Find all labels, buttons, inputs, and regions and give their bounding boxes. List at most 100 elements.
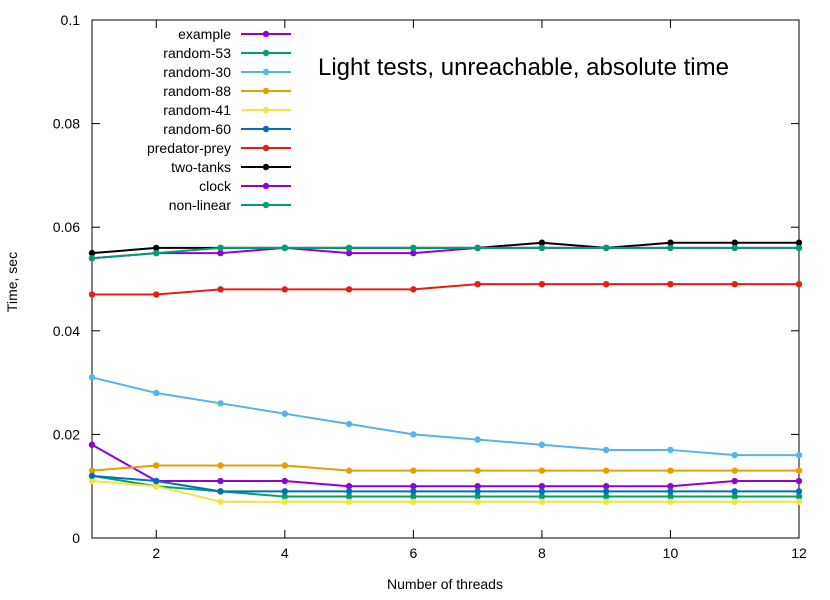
- data-point: [410, 431, 417, 438]
- y-tick-label: 0.06: [53, 219, 80, 235]
- data-point: [667, 244, 674, 252]
- legend-item: two-tanks: [171, 159, 291, 175]
- chart-title: Light tests, unreachable, absolute time: [318, 54, 729, 81]
- data-point: [153, 389, 160, 397]
- data-point: [345, 493, 353, 500]
- data-point: [345, 249, 353, 257]
- data-point: [410, 488, 417, 495]
- legend-label: random-41: [163, 102, 231, 118]
- data-point: [731, 488, 738, 495]
- data-point: [153, 462, 160, 469]
- data-point: [602, 488, 610, 495]
- legend-label: example: [178, 26, 231, 42]
- data-point: [410, 249, 417, 257]
- legend-marker: [262, 68, 270, 76]
- data-point: [345, 286, 353, 293]
- data-point: [410, 286, 417, 293]
- data-point: [795, 493, 803, 500]
- data-point: [281, 286, 289, 293]
- series-line: [91, 443, 799, 488]
- data-point: [795, 488, 803, 495]
- data-point: [410, 498, 417, 505]
- data-point: [281, 410, 289, 417]
- data-point: [795, 244, 803, 252]
- data-point: [667, 239, 674, 246]
- legend-item: clock: [199, 178, 291, 194]
- data-point: [602, 467, 610, 474]
- data-point: [345, 483, 353, 490]
- data-point: [538, 280, 546, 288]
- legend-label: non-linear: [169, 197, 232, 213]
- legend-marker: [262, 163, 270, 171]
- data-point: [731, 498, 738, 505]
- data-point: [731, 280, 738, 288]
- legend-item: random-30: [163, 64, 291, 80]
- x-axis-label: Number of threads: [387, 576, 503, 592]
- data-point: [217, 244, 224, 252]
- y-tick-label: 0.02: [53, 426, 80, 442]
- legend-label: clock: [199, 178, 232, 194]
- data-point: [88, 374, 96, 381]
- data-point: [281, 462, 289, 469]
- data-point: [281, 488, 289, 495]
- x-tick-label: 4: [281, 545, 289, 561]
- data-point: [217, 498, 224, 505]
- legend-label: random-30: [163, 64, 231, 80]
- y-tick-label: 0.1: [61, 12, 81, 28]
- data-point: [667, 493, 674, 500]
- data-point: [667, 446, 674, 454]
- y-axis-label: Time, sec: [4, 252, 20, 312]
- data-point: [217, 249, 224, 257]
- data-point: [474, 488, 481, 495]
- data-point: [474, 483, 481, 490]
- legend-item: random-53: [163, 45, 291, 61]
- series-random-41: [88, 477, 803, 505]
- data-point: [88, 467, 96, 474]
- y-tick-label: 0.08: [53, 116, 80, 132]
- data-point: [474, 436, 481, 443]
- legend-label: two-tanks: [171, 159, 231, 175]
- data-point: [474, 280, 481, 288]
- x-tick-label: 6: [409, 545, 417, 561]
- data-point: [538, 483, 546, 490]
- data-point: [217, 477, 224, 485]
- data-point: [731, 239, 738, 246]
- legend-item: non-linear: [169, 197, 291, 213]
- data-point: [602, 483, 610, 490]
- data-point: [795, 239, 803, 246]
- legend-label: predator-prey: [147, 140, 231, 156]
- data-point: [88, 291, 96, 298]
- legend-marker: [262, 125, 270, 133]
- data-point: [667, 467, 674, 474]
- x-tick-label: 8: [538, 545, 546, 561]
- data-point: [538, 239, 546, 246]
- data-point: [538, 467, 546, 474]
- data-point: [88, 255, 96, 262]
- legend-item: random-41: [163, 102, 291, 118]
- data-point: [88, 477, 96, 485]
- data-point: [602, 446, 610, 454]
- plot-frame: [91, 19, 800, 539]
- series-line: [91, 246, 799, 260]
- data-point: [345, 244, 353, 252]
- data-point: [153, 483, 160, 490]
- data-point: [153, 477, 160, 485]
- series-line: [91, 480, 799, 503]
- series-line: [91, 464, 799, 472]
- axis-ticks: 2 4 6 8 10 12 0 0.02 0.04 0.06 0.08 0.1: [53, 12, 807, 561]
- series-non-linear: [88, 244, 803, 262]
- legend-marker: [262, 201, 270, 209]
- data-point: [795, 451, 803, 459]
- series-random-60: [88, 472, 803, 495]
- data-point: [538, 488, 546, 495]
- data-point: [602, 244, 610, 252]
- data-point: [667, 483, 674, 490]
- series-random-88: [88, 462, 803, 474]
- data-point: [474, 493, 481, 500]
- data-point: [667, 488, 674, 495]
- x-tick-label: 10: [663, 545, 679, 561]
- data-point: [153, 244, 160, 252]
- data-point: [602, 280, 610, 288]
- data-point: [153, 249, 160, 257]
- series-line: [92, 283, 799, 296]
